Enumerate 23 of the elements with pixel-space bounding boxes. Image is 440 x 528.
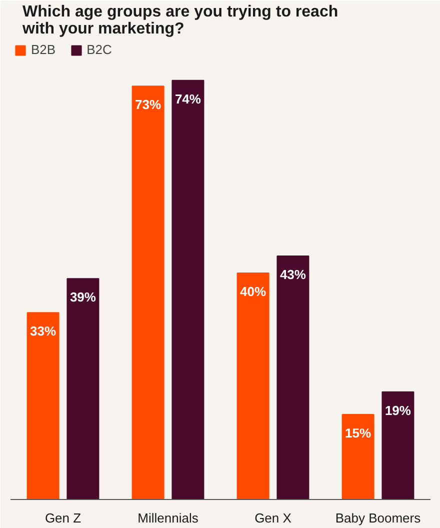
data-label: 15% xyxy=(345,426,372,441)
data-label: 43% xyxy=(280,266,306,282)
data-label: 33% xyxy=(30,324,56,339)
bar xyxy=(172,80,204,500)
x-tick-label: Gen X xyxy=(254,510,292,526)
legend-label: B2B xyxy=(31,42,56,57)
bar xyxy=(342,414,374,500)
data-label: 39% xyxy=(70,290,96,305)
data-label: 74% xyxy=(174,91,202,106)
bar xyxy=(382,391,414,500)
bar xyxy=(132,86,164,500)
data-label: 40% xyxy=(240,284,266,299)
bar xyxy=(66,278,100,500)
bar xyxy=(276,255,310,500)
data-label: 73% xyxy=(135,97,162,112)
chart-title: Which age groups are you trying to reach with your marketing? xyxy=(22,4,338,38)
bar xyxy=(236,272,270,500)
bar xyxy=(26,312,60,500)
legend-label: B2C xyxy=(86,42,112,57)
x-tick-label: Gen Z xyxy=(44,510,82,526)
data-label: 19% xyxy=(384,402,412,418)
x-tick-label: Baby Boomers xyxy=(335,510,422,526)
x-tick-label: Millennials xyxy=(138,510,199,526)
